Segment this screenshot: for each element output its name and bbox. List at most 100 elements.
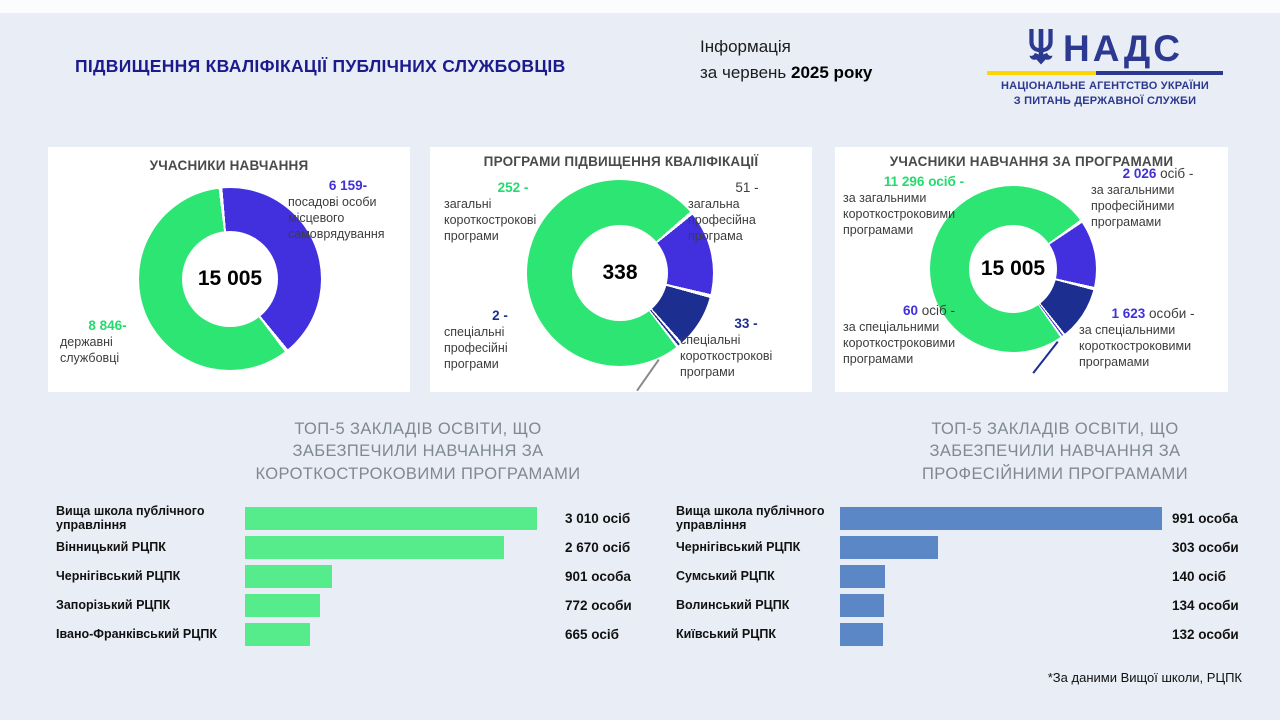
chart-title: УЧАСНИКИ НАВЧАННЯ <box>149 158 309 173</box>
bar-value: 772 особи <box>565 597 632 613</box>
donut-hole: 15 005 <box>182 231 278 327</box>
donut-center-total: 15 005 <box>980 257 1046 280</box>
bar-value: 303 особи <box>1172 539 1239 555</box>
bar-label: Волинський РЦПК <box>676 598 790 613</box>
bar-value: 134 особи <box>1172 597 1239 613</box>
report-period-line2: за червень 2025 року <box>700 62 873 82</box>
donut-chart-participants: 15 005 <box>139 188 321 370</box>
donut-hole: 15 005 <box>969 225 1057 313</box>
bar-label: Сумський РЦПК <box>676 569 775 584</box>
report-period-line1: Інформація <box>700 37 791 56</box>
callout-label: за спеціальними короткостроковими програ… <box>1079 323 1192 370</box>
callout-label: загальна професійна програма <box>688 197 756 244</box>
callout-label: спеціальні професійні програми <box>444 325 508 372</box>
barchart-title: ТОП-5 ЗАКЛАДІВ ОСВІТИ, ЩО ЗАБЕЗПЕЧИЛИ НА… <box>255 420 581 483</box>
callout-value: 2 026 <box>1122 166 1157 181</box>
nads-logo: НАДС НАЦІОНАЛЬНЕ АГЕНТСТВО УКРАЇНИ З ПИТ… <box>985 28 1225 109</box>
top-strip <box>0 0 1280 13</box>
bar-row: Сумський РЦПК 140 осіб <box>660 562 1272 591</box>
donut-callout: 2 - спеціальні професійні програми <box>444 307 556 372</box>
bar <box>245 506 537 530</box>
bar-value: 665 осіб <box>565 626 619 642</box>
bar-label: Чернігівський РЦПК <box>676 540 801 555</box>
bar-row: Вінницький РЦПК 2 670 осіб <box>48 533 660 562</box>
callout-label: за загальними короткостроковими програма… <box>843 191 956 238</box>
bar-value: 132 особи <box>1172 626 1239 642</box>
bar-row: Київський РЦПК 132 особи <box>660 620 1272 649</box>
bar <box>840 506 1162 530</box>
callout-value: 33 - <box>734 316 758 331</box>
chart-title: УЧАСНИКИ НАВЧАННЯ ЗА ПРОГРАМАМИ <box>889 154 1174 169</box>
donut-card-participants-by-programs: УЧАСНИКИ НАВЧАННЯ ЗА ПРОГРАМАМИ 15 005 1… <box>835 147 1228 392</box>
bar <box>245 622 310 646</box>
callout-value: 51 - <box>735 180 759 195</box>
bar <box>840 564 886 588</box>
donut-callout: 252 - загальні короткострокові програми <box>444 179 582 244</box>
bar-row: Запорізький РЦПК 772 особи <box>48 591 660 620</box>
donut-callout: 33 - спеціальні короткострокові програми <box>680 315 812 380</box>
callout-value: 11 296 осіб - <box>883 174 965 189</box>
bar-value: 901 особа <box>565 568 631 584</box>
donut-hole: 338 <box>572 225 668 321</box>
donut-callout: 60 осіб - за спеціальними короткостроков… <box>843 302 1015 367</box>
report-period: Інформація за червень 2025 року <box>700 34 872 85</box>
bar-row: Волинський РЦПК 134 особи <box>660 591 1272 620</box>
bar-label: Вища школа публічного управління <box>676 504 825 533</box>
bar-label: Київський РЦПК <box>676 627 777 642</box>
bar-value: 991 особа <box>1172 510 1238 526</box>
logo-org-name: НАЦІОНАЛЬНЕ АГЕНТСТВО УКРАЇНИ З ПИТАНЬ Д… <box>1001 79 1209 107</box>
footnote: *За даними Вищої школи, РЦПК <box>1047 670 1242 685</box>
barchart-professional-top5: ТОП-5 ЗАКЛАДІВ ОСВІТИ, ЩО ЗАБЕЗПЕЧИЛИ НА… <box>660 418 1272 649</box>
bar <box>245 593 320 617</box>
bar-row: Чернігівський РЦПК 303 особи <box>660 533 1272 562</box>
callout-value: 6 159- <box>328 178 368 193</box>
page-title: ПІДВИЩЕННЯ КВАЛІФІКАЦІЇ ПУБЛІЧНИХ СЛУЖБО… <box>75 55 566 76</box>
barchart-title: ТОП-5 ЗАКЛАДІВ ОСВІТИ, ЩО ЗАБЕЗПЕЧИЛИ НА… <box>922 420 1188 483</box>
callout-value: 252 - <box>497 180 529 195</box>
donut-callout: 51 - загальна професійна програма <box>688 179 806 244</box>
callout-label: загальні короткострокові програми <box>444 197 537 244</box>
barchart-rows: Вища школа публічного управління 3 010 о… <box>48 504 660 649</box>
bar-label: Вища школа публічного управління <box>56 504 205 533</box>
callout-label: державні службовці <box>60 335 120 366</box>
donut-callout: 1 623 особи - за спеціальними короткостр… <box>1079 305 1227 370</box>
bar <box>840 622 883 646</box>
callout-label: за загальними професійними програмами <box>1091 183 1175 230</box>
trident-icon <box>1027 28 1055 70</box>
callout-label: спеціальні короткострокові програми <box>680 333 773 380</box>
bar-row: Івано-Франківський РЦПК 665 осіб <box>48 620 660 649</box>
barchart-shortterm-top5: ТОП-5 ЗАКЛАДІВ ОСВІТИ, ЩО ЗАБЕЗПЕЧИЛИ НА… <box>48 418 660 649</box>
callout-label: посадові особи місцевого самоврядування <box>288 195 385 242</box>
donut-center-total: 15 005 <box>197 267 263 290</box>
logo-divider <box>987 71 1223 75</box>
donut-center-total: 338 <box>602 261 638 284</box>
callout-value: 1 623 <box>1111 306 1146 321</box>
bar-label: Запорізький РЦПК <box>56 598 171 613</box>
donut-chart-participants-by-programs: 15 005 <box>930 186 1096 352</box>
bar <box>840 535 939 559</box>
bar-label: Вінницький РЦПК <box>56 540 166 555</box>
donut-callout: 6 159- посадові особи місцевого самовряд… <box>288 177 408 242</box>
donut-chart-programs: 338 <box>527 180 713 366</box>
chart-title: ПРОГРАМИ ПІДВИЩЕННЯ КВАЛІФІКАЦІЇ <box>483 154 759 169</box>
donut-callout: 2 026 осіб - за загальними професійними … <box>1091 165 1225 230</box>
bar <box>840 593 884 617</box>
logo-acronym: НАДС <box>1063 28 1183 69</box>
bar-label: Івано-Франківський РЦПК <box>56 627 218 642</box>
callout-value: 8 846- <box>88 318 127 333</box>
bar-row: Чернігівський РЦПК 901 особа <box>48 562 660 591</box>
bar-label: Чернігівський РЦПК <box>56 569 181 584</box>
barchart-rows: Вища школа публічного управління 991 осо… <box>660 504 1272 649</box>
donut-card-programs: ПРОГРАМИ ПІДВИЩЕННЯ КВАЛІФІКАЦІЇ 338 252… <box>430 147 812 392</box>
callout-value: 2 - <box>492 308 508 323</box>
callout-label: за спеціальними короткостроковими програ… <box>843 320 956 367</box>
donut-card-participants: УЧАСНИКИ НАВЧАННЯ 15 005 6 159- посадові… <box>48 147 410 392</box>
bar-row: Вища школа публічного управління 991 осо… <box>660 504 1272 533</box>
bar <box>245 535 505 559</box>
bar-value: 2 670 осіб <box>565 539 631 555</box>
bar <box>245 564 333 588</box>
callout-value: 60 <box>902 303 919 318</box>
bar-value: 140 осіб <box>1172 568 1226 584</box>
bar-row: Вища школа публічного управління 3 010 о… <box>48 504 660 533</box>
